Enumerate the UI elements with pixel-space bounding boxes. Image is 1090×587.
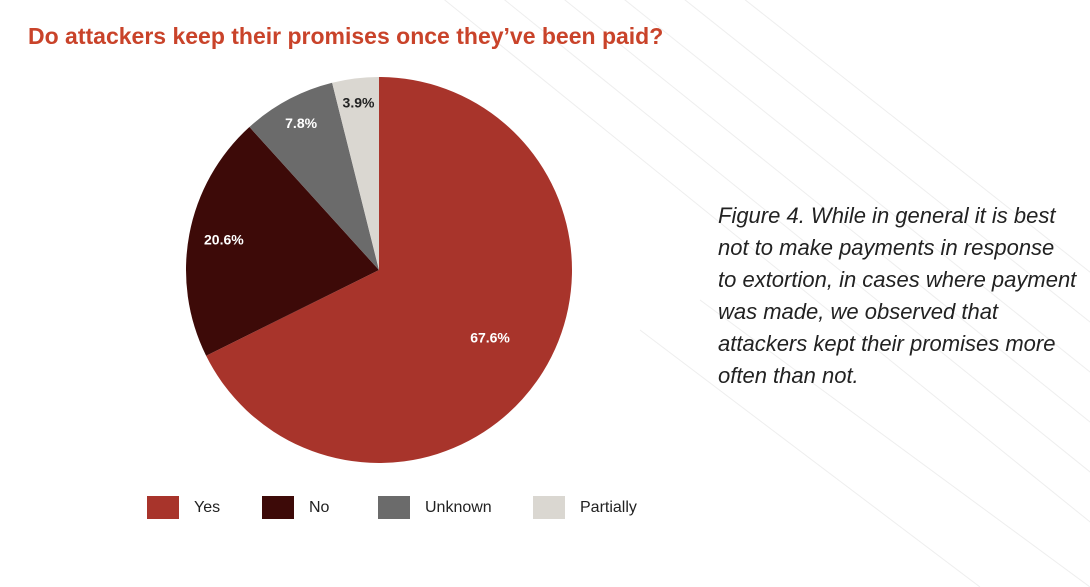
chart-title: Do attackers keep their promises once th… bbox=[28, 23, 663, 49]
legend-swatch bbox=[533, 496, 565, 519]
legend-swatch bbox=[262, 496, 294, 519]
pie-slice bbox=[249, 82, 379, 270]
pie-slice bbox=[206, 77, 573, 464]
data-label: 3.9% bbox=[343, 94, 375, 110]
pie-slice bbox=[332, 77, 379, 270]
caption: Figure 4. While in general it is best no… bbox=[718, 203, 1077, 388]
data-label: 20.6% bbox=[204, 231, 244, 247]
legend-label: Unknown bbox=[425, 499, 492, 516]
pie-slice bbox=[186, 126, 379, 356]
data-label: 7.8% bbox=[285, 115, 317, 131]
background-lines bbox=[443, 0, 1090, 587]
legend-label: No bbox=[309, 499, 330, 516]
data-label: 67.6% bbox=[470, 330, 510, 346]
legend-label: Yes bbox=[194, 499, 220, 516]
legend-swatch bbox=[378, 496, 410, 519]
legend-swatch bbox=[147, 496, 179, 519]
legend-label: Partially bbox=[580, 499, 637, 516]
